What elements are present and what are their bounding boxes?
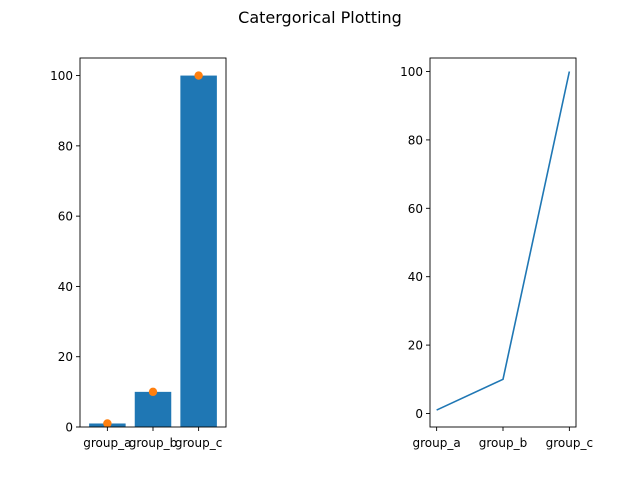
scatter-point-group_a	[103, 419, 112, 428]
x-tick-label: group_c	[546, 436, 593, 450]
x-tick-label: group_a	[413, 436, 461, 450]
x-tick-label: group_a	[83, 436, 131, 450]
bar-group_b	[134, 391, 172, 427]
x-tick-label: group_b	[129, 436, 177, 450]
line-series	[436, 71, 571, 411]
bar-group_c	[180, 75, 217, 428]
y-tick-label: 20	[58, 350, 73, 364]
line-chart-axes: 0 20 40 60 80 100 group_a group_b group_c	[400, 57, 593, 450]
x-tick-label: group_c	[175, 436, 222, 450]
y-tick-label: 20	[408, 339, 423, 353]
y-tick-label: 60	[408, 202, 423, 216]
x-tick-label: group_b	[479, 436, 527, 450]
figure-suptitle: Catergorical Plotting	[238, 8, 402, 27]
y-tick-label: 60	[58, 210, 73, 224]
y-tick-label: 40	[58, 280, 73, 294]
y-tick-label: 40	[408, 270, 423, 284]
y-tick-label: 100	[50, 69, 73, 83]
y-tick-label: 0	[65, 421, 73, 435]
y-tick-label: 0	[415, 407, 423, 421]
y-tick-label: 100	[400, 65, 423, 79]
y-tick-label: 80	[58, 139, 73, 153]
y-tick-label: 80	[408, 133, 423, 147]
scatter-point-group_c	[194, 71, 203, 80]
scatter-point-group_b	[148, 387, 158, 397]
axes-frame	[429, 57, 577, 428]
